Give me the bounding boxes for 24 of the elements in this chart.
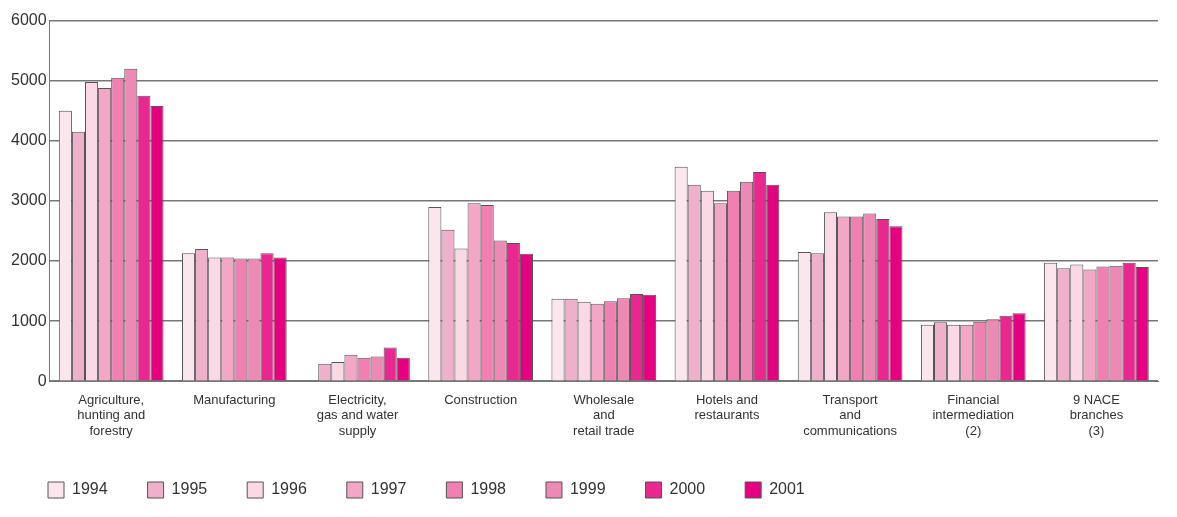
x-tick-label: Agriculture, hunting and forestry (77, 391, 146, 438)
x-tick-label: Manufacturing (193, 391, 276, 407)
x-tick-label: Transport and communications (803, 391, 898, 438)
y-tick-label: 1000 (11, 311, 47, 329)
y-tick-label: 6000 (11, 11, 47, 29)
legend-label: 1997 (370, 480, 407, 498)
x-tick-label: Wholesale and retail trade (573, 391, 635, 438)
x-tick-label: Construction (444, 391, 518, 407)
legend-label: 1995 (171, 480, 208, 498)
y-tick-label: 2000 (11, 251, 47, 269)
x-tick-label: 9 NACE branches (3) (1069, 391, 1124, 438)
y-tick-label: 5000 (11, 71, 47, 89)
legend-label: 2001 (769, 480, 805, 498)
y-tick-label: 4000 (11, 131, 47, 149)
y-tick-label: 3000 (11, 191, 47, 209)
x-tick-label: Financial intermediation (2) (932, 391, 1015, 438)
legend-label: 1996 (271, 480, 307, 498)
legend-label: 1994 (72, 480, 108, 498)
legend-label: 2000 (669, 480, 706, 498)
legend-label: 1998 (470, 480, 507, 498)
legend-label: 1999 (569, 480, 606, 498)
x-tick-label: Hotels and restaurants (694, 391, 760, 423)
x-tick-label: Electricity, gas and water supply (316, 391, 399, 438)
y-tick-label: 0 (37, 371, 47, 389)
